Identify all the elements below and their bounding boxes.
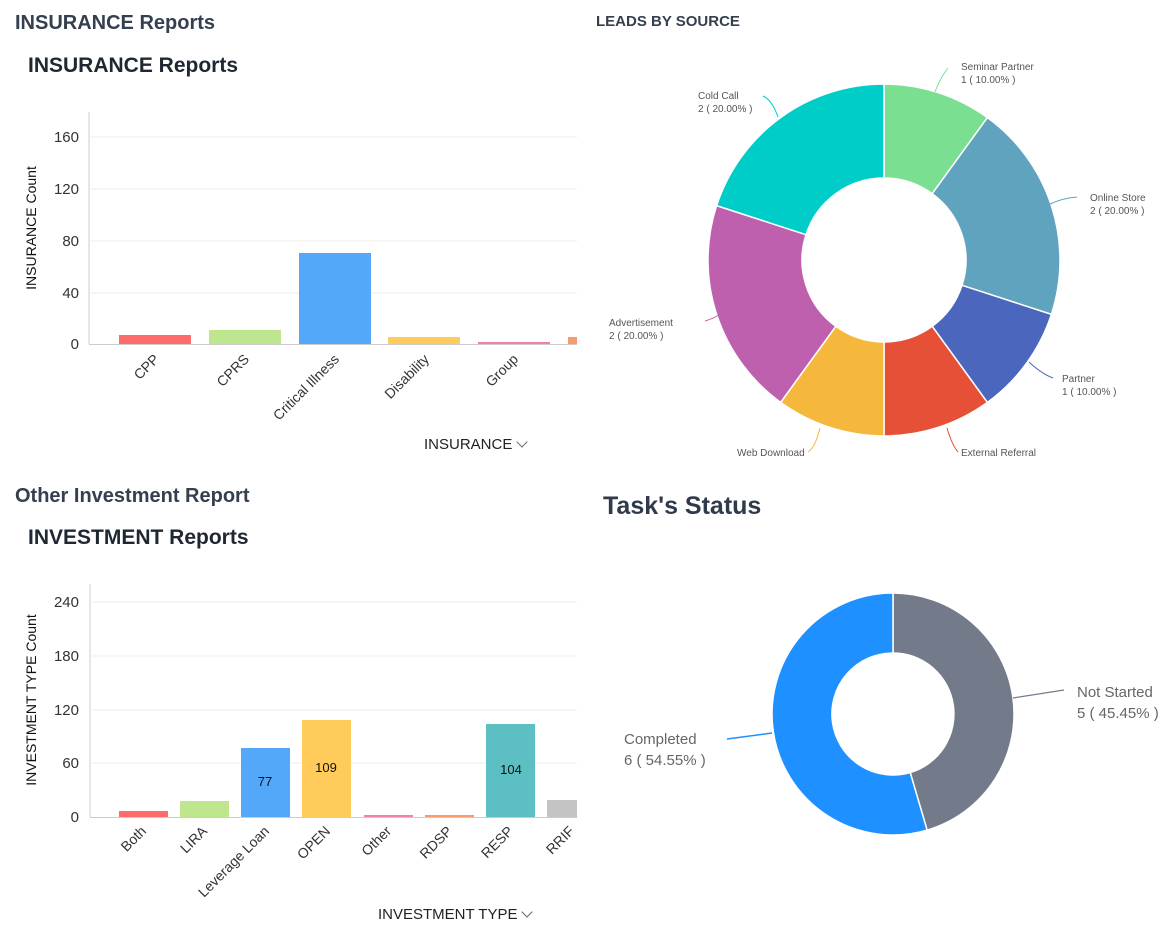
svg-text:External Referral: External Referral	[961, 448, 1036, 459]
investment-x-axis-selector-label: INVESTMENT TYPE	[378, 906, 518, 923]
task-status-title: Task's Status	[603, 492, 762, 520]
leads-donut-chart: Seminar Partner 1 ( 10.00% ) Online Stor…	[609, 62, 1146, 459]
svg-text:Critical Illness: Critical Illness	[270, 351, 342, 423]
bar-other[interactable]	[364, 815, 413, 817]
bar-lira[interactable]	[180, 801, 229, 817]
svg-text:80: 80	[62, 233, 79, 250]
leads-donut-slices	[707, 83, 1061, 437]
insurance-x-labels: CPP CPRS Critical Illness Disability Gro…	[130, 351, 521, 424]
investment-bar-chart: INVESTMENT TYPE Count 0 60 120 180 240 7…	[23, 584, 577, 900]
leads-title: LEADS BY SOURCE	[596, 13, 740, 30]
bar-resp[interactable]	[486, 724, 535, 817]
svg-text:160: 160	[54, 129, 79, 146]
investment-x-axis-selector[interactable]: INVESTMENT TYPE	[378, 906, 534, 923]
bar-leverage-loan[interactable]	[241, 748, 290, 817]
svg-text:RRIF: RRIF	[543, 823, 577, 857]
svg-text:2 ( 20.00% ): 2 ( 20.00% )	[698, 104, 752, 115]
svg-text:Advertisement: Advertisement	[609, 318, 673, 329]
svg-text:Other: Other	[358, 823, 394, 859]
bar-rdsp[interactable]	[425, 815, 474, 817]
svg-text:0: 0	[71, 336, 79, 353]
svg-text:Disability: Disability	[381, 351, 432, 402]
bar-rrif[interactable]	[547, 800, 577, 817]
svg-text:180: 180	[54, 648, 79, 665]
svg-text:77: 77	[258, 774, 272, 789]
svg-text:40: 40	[62, 285, 79, 302]
svg-text:Not Started: Not Started	[1077, 684, 1153, 701]
svg-text:0: 0	[71, 809, 79, 826]
insurance-y-axis-label: INSURANCE Count	[23, 166, 39, 290]
investment-y-axis-label: INVESTMENT TYPE Count	[23, 614, 39, 786]
slice-advertisement[interactable]	[707, 204, 837, 404]
insurance-section-title: INSURANCE Reports	[15, 12, 216, 34]
insurance-x-axis-selector-label: INSURANCE	[424, 436, 513, 453]
slice-completed[interactable]	[771, 592, 929, 836]
bar-critical-illness[interactable]	[299, 253, 371, 344]
bar-cprs[interactable]	[209, 330, 281, 344]
svg-text:Both: Both	[117, 823, 149, 855]
insurance-chart-title: INSURANCE Reports	[28, 54, 239, 77]
bar-truncated[interactable]	[568, 337, 577, 344]
svg-text:120: 120	[54, 702, 79, 719]
svg-text:Seminar Partner: Seminar Partner	[961, 62, 1034, 73]
bar-cpp[interactable]	[119, 335, 191, 344]
slice-not-started[interactable]	[892, 592, 1015, 832]
slice-cold-call[interactable]	[715, 83, 885, 236]
svg-text:1 ( 10.00% ): 1 ( 10.00% )	[1062, 387, 1116, 398]
svg-text:2 ( 20.00% ): 2 ( 20.00% )	[1090, 206, 1144, 217]
investment-section-title: Other Investment Report	[15, 485, 250, 507]
insurance-bars	[119, 253, 577, 344]
svg-text:60: 60	[62, 755, 79, 772]
svg-text:104: 104	[500, 762, 522, 777]
svg-text:5 ( 45.45% ): 5 ( 45.45% )	[1077, 705, 1159, 722]
investment-x-labels: Both LIRA Leverage Loan OPEN Other RDSP …	[117, 822, 577, 900]
leads-labels: Seminar Partner 1 ( 10.00% ) Online Stor…	[609, 62, 1146, 459]
bar-group[interactable]	[478, 342, 550, 344]
svg-text:RDSP: RDSP	[416, 823, 455, 862]
task-status-labels: Not Started 5 ( 45.45% ) Completed 6 ( 5…	[624, 684, 1159, 769]
svg-text:6 ( 54.55% ): 6 ( 54.55% )	[624, 752, 706, 769]
task-status-donut-chart: Not Started 5 ( 45.45% ) Completed 6 ( 5…	[624, 592, 1159, 836]
svg-text:LIRA: LIRA	[177, 822, 211, 856]
bar-open[interactable]	[302, 720, 351, 817]
svg-text:CPRS: CPRS	[213, 351, 252, 390]
investment-y-ticks: 0 60 120 180 240	[54, 594, 79, 826]
slice-online-store[interactable]	[931, 116, 1061, 316]
svg-text:2 ( 20.00% ): 2 ( 20.00% )	[609, 331, 663, 342]
investment-chart-title: INVESTMENT Reports	[28, 526, 249, 549]
svg-text:Group: Group	[482, 351, 521, 390]
investment-data-labels: 77 109 104	[258, 760, 522, 789]
svg-text:Cold Call: Cold Call	[698, 91, 739, 102]
bar-both[interactable]	[119, 811, 168, 817]
svg-text:120: 120	[54, 181, 79, 198]
chevron-down-icon	[521, 906, 534, 918]
chevron-down-icon	[516, 436, 529, 448]
bar-disability[interactable]	[388, 337, 460, 344]
insurance-y-ticks: 0 40 80 120 160	[54, 129, 79, 353]
svg-text:Partner: Partner	[1062, 374, 1095, 385]
svg-text:Web Download: Web Download	[737, 448, 805, 459]
svg-text:Online Store: Online Store	[1090, 193, 1146, 204]
insurance-bar-chart: INSURANCE Count 0 40 80 120 160 CPP CPRS…	[23, 112, 577, 424]
svg-text:240: 240	[54, 594, 79, 611]
investment-bars	[119, 720, 577, 817]
svg-text:Completed: Completed	[624, 731, 697, 748]
svg-text:OPEN: OPEN	[294, 823, 333, 862]
svg-text:1 ( 10.00% ): 1 ( 10.00% )	[961, 75, 1015, 86]
insurance-x-axis-selector[interactable]: INSURANCE	[424, 436, 529, 453]
svg-text:109: 109	[315, 760, 337, 775]
svg-text:CPP: CPP	[130, 351, 162, 383]
svg-text:RESP: RESP	[478, 823, 516, 861]
